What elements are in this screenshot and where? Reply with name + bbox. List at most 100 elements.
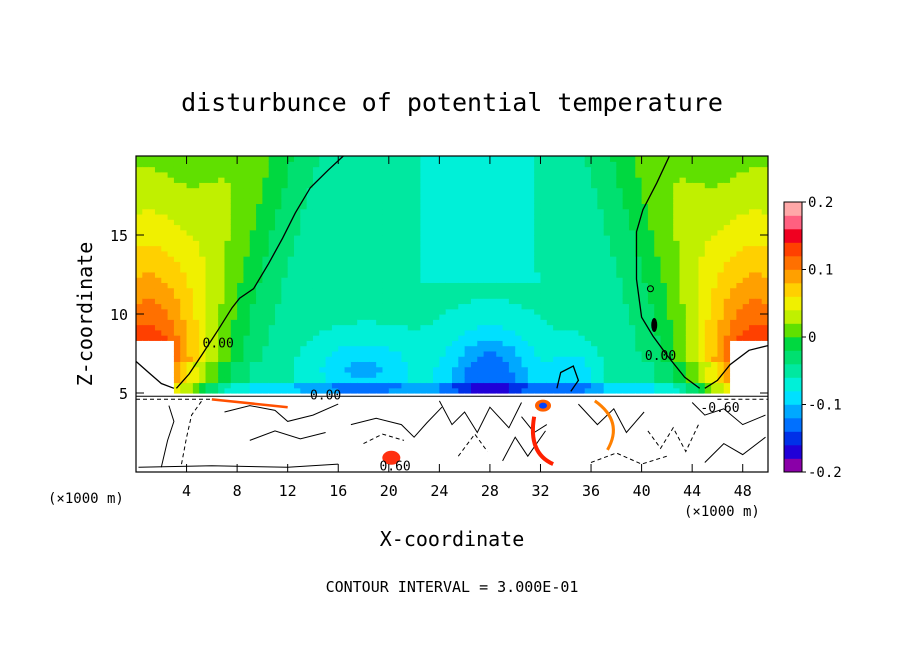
field-cell <box>603 156 611 162</box>
field-cell <box>452 303 459 310</box>
field-cell <box>312 361 320 368</box>
field-cell <box>230 240 238 247</box>
field-cell <box>167 414 175 420</box>
field-cell <box>275 292 282 299</box>
field-cell <box>224 403 232 410</box>
field-cell <box>628 161 636 168</box>
field-cell <box>591 187 598 194</box>
field-cell <box>591 319 598 326</box>
field-cell <box>312 345 320 352</box>
field-cell <box>477 198 485 204</box>
field-cell <box>218 171 226 178</box>
field-cell <box>395 419 403 426</box>
field-cell <box>395 277 403 283</box>
field-cell <box>287 377 295 384</box>
field-cell <box>262 335 270 341</box>
field-cell <box>641 382 649 389</box>
field-cell <box>534 340 542 347</box>
field-cell <box>325 398 333 405</box>
field-cell <box>527 156 535 162</box>
field-cell <box>521 161 529 168</box>
field-cell <box>262 187 270 194</box>
field-cell <box>136 387 143 394</box>
field-cell <box>382 329 390 336</box>
field-cell <box>597 203 605 210</box>
field-cell <box>483 303 491 310</box>
field-cell <box>180 366 188 373</box>
field-cell <box>376 266 384 273</box>
field-cell <box>363 429 371 436</box>
field-cell <box>578 414 586 420</box>
field-cell <box>268 445 276 452</box>
field-cell <box>300 377 308 384</box>
field-cell <box>591 271 598 278</box>
field-cell <box>281 398 289 405</box>
field-cell <box>458 229 466 236</box>
field-cell <box>433 187 440 194</box>
field-cell <box>489 287 497 294</box>
field-cell <box>180 224 188 231</box>
field-cell <box>426 182 434 189</box>
field-cell <box>186 445 194 452</box>
field-cell <box>218 256 226 262</box>
field-cell <box>306 371 314 378</box>
field-cell <box>496 303 504 310</box>
field-cell <box>546 314 554 320</box>
field-cell <box>578 387 586 394</box>
field-cell <box>452 466 459 472</box>
field-cell <box>300 208 308 215</box>
field-cell <box>641 235 649 241</box>
field-cell <box>262 250 270 257</box>
field-cell <box>470 271 478 278</box>
field-cell <box>616 224 624 231</box>
field-cell <box>243 308 251 315</box>
field-cell <box>249 192 257 199</box>
field-cell <box>508 403 516 410</box>
field-cell <box>426 356 434 362</box>
field-cell <box>294 461 301 468</box>
field-cell <box>306 340 314 347</box>
field-cell <box>407 314 415 320</box>
field-cell <box>161 408 169 415</box>
field-cell <box>268 298 276 305</box>
field-cell <box>414 377 421 384</box>
field-cell <box>628 456 636 463</box>
field-cell <box>603 424 611 431</box>
field-cell <box>515 282 523 289</box>
field-cell <box>256 292 263 299</box>
field-cell <box>268 356 276 362</box>
field-cell <box>458 271 466 278</box>
field-cell <box>628 419 636 426</box>
field-cell <box>142 440 150 447</box>
field-cell <box>546 429 554 436</box>
field-cell <box>161 271 169 278</box>
field-cell <box>294 240 301 247</box>
field-cell <box>647 340 655 347</box>
field-cell <box>243 371 251 378</box>
field-cell <box>610 240 617 247</box>
field-cell <box>496 371 504 378</box>
field-cell <box>521 287 529 294</box>
field-cell <box>426 345 434 352</box>
field-cell <box>597 424 605 431</box>
field-cell <box>628 171 636 178</box>
field-cell <box>148 171 156 178</box>
field-cell <box>477 192 485 199</box>
field-cell <box>527 224 535 231</box>
field-cell <box>294 256 301 262</box>
field-cell <box>565 440 573 447</box>
field-cell <box>395 287 403 294</box>
field-cell <box>496 287 504 294</box>
field-cell <box>167 361 175 368</box>
field-cell <box>584 424 592 431</box>
field-cell <box>591 266 598 273</box>
field-cell <box>224 461 232 468</box>
field-cell <box>496 466 504 472</box>
field-cell <box>180 324 188 331</box>
field-cell <box>502 266 510 273</box>
field-cell <box>325 266 333 273</box>
field-cell <box>199 250 207 257</box>
field-cell <box>319 250 327 257</box>
field-cell <box>363 308 371 315</box>
field-cell <box>382 361 390 368</box>
